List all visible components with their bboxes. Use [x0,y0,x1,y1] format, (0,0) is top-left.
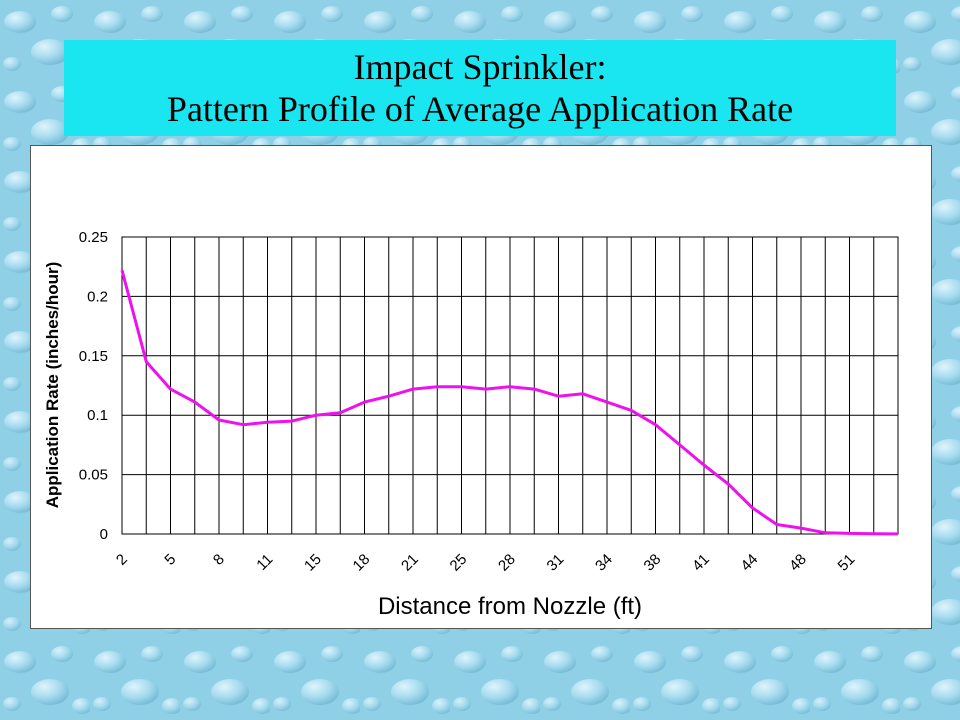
x-tick-label: 8 [210,551,228,569]
y-tick-label: 0.2 [87,288,108,305]
x-tick-label: 34 [592,551,616,575]
series-line [120,269,899,536]
horizontal-gridlines [122,236,898,535]
x-tick-label: 11 [253,551,276,574]
y-axis-label: Application Rate (inches/hour) [43,262,62,509]
x-tick-label: 15 [301,551,325,575]
x-tick-label: 2 [113,551,131,569]
x-tick-label: 31 [544,551,568,575]
x-axis-tick-labels: 2 5 8 11 15 18 21 25 28 31 34 38 41 44 48 51 [113,551,858,575]
y-tick-label: 0 [100,526,108,543]
application-rate-chart: 00.050.10.150.20.25 2 5 8 11 15 18 21 25 28 31 34 3… [43,229,899,620]
slide-title-line1: Impact Sprinkler: [353,47,607,87]
chart-panel: 0 0.05 0.1 0.15 0.2 0.25 2 5 8 11 15 18 21 25 28 31 34 3… [30,145,932,629]
x-tick-label: 38 [641,551,665,575]
y-axis-tick-labels: 0 0.05 0.1 0.15 0.2 0.25 [79,229,108,543]
y-tick-label: 0.1 [87,407,108,424]
slide-title: Impact Sprinkler: Pattern Profile of Ave… [64,40,896,136]
x-tick-label: 44 [738,551,762,575]
x-tick-label: 28 [495,551,519,575]
x-tick-label: 5 [161,551,179,569]
x-tick-label: 25 [447,551,471,575]
x-tick-label: 51 [835,551,859,575]
y-tick-label: 0.25 [79,229,108,246]
x-tick-label: 18 [350,551,374,575]
y-tick-label: 0.05 [79,467,108,484]
x-axis-label: Distance from Nozzle (ft) [378,593,642,620]
x-tick-label: 41 [689,551,713,575]
slide-title-line2: Pattern Profile of Average Application R… [166,89,794,129]
x-tick-label: 48 [786,551,810,575]
x-tick-label: 21 [398,551,422,575]
y-tick-label: 0.15 [79,348,108,365]
